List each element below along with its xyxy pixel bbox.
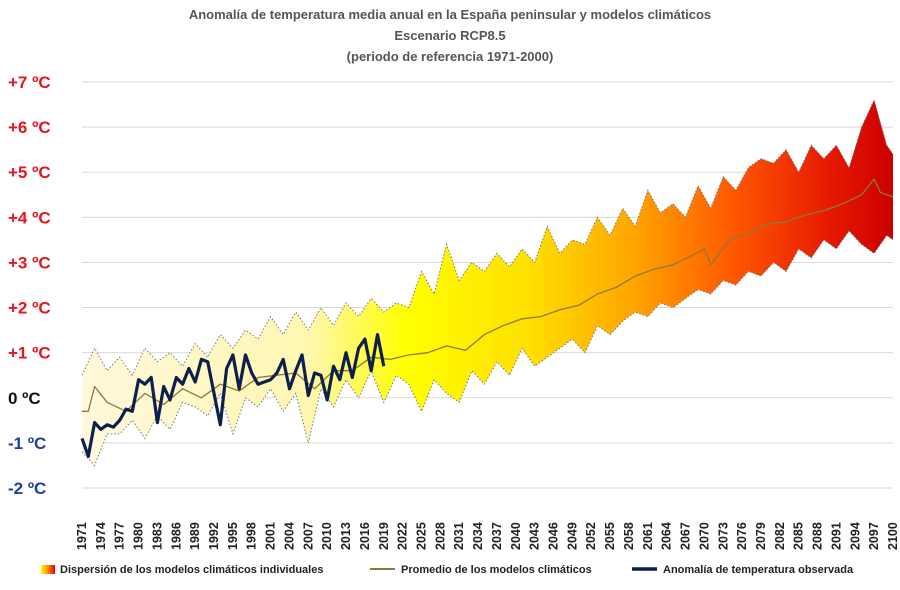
y-tick-label: -1 ºC	[8, 434, 46, 453]
observed-anomaly-line	[80, 333, 386, 458]
x-tick-label: 2046	[547, 522, 561, 550]
dispersion-area	[82, 100, 893, 466]
title-line-2: Escenario RCP8.5	[394, 28, 505, 43]
x-tick-label: 2004	[282, 522, 296, 550]
x-tick-label: 2019	[377, 522, 391, 550]
y-tick-label: -2 ºC	[8, 479, 46, 498]
x-tick-label: 2079	[754, 522, 768, 550]
x-tick-label: 2043	[528, 522, 542, 550]
y-tick-label: +7 ºC	[8, 73, 51, 92]
series-layer	[80, 178, 894, 458]
x-tick-label: 1986	[169, 522, 183, 550]
y-tick-label: +2 ºC	[8, 299, 51, 318]
x-tick-label: 2076	[735, 522, 749, 550]
x-tick-label: 1998	[245, 522, 259, 550]
x-tick-label: 2091	[829, 522, 843, 550]
dispersion-lower-bound	[81, 230, 894, 467]
x-tick-label: 2022	[396, 522, 410, 550]
x-tick-label: 1992	[207, 522, 221, 550]
y-axis-ticks: +7 ºC +6 ºC +5 ºC +4 ºC +3 ºC +2 ºC +1 ºC 0 ºC -…	[8, 73, 51, 498]
x-tick-label: 2016	[358, 522, 372, 550]
x-tick-label: 2031	[452, 522, 466, 550]
x-tick-label: 2070	[697, 522, 711, 550]
x-tick-label: 1980	[132, 522, 146, 550]
y-tick-label: 0 ºC	[8, 389, 41, 408]
x-tick-label: 2013	[339, 522, 353, 550]
model-dispersion-envelope	[81, 98, 894, 467]
legend-label-dispersion: Dispersión de los modelos climáticos ind…	[60, 564, 323, 576]
y-tick-label: +4 ºC	[8, 208, 51, 227]
x-tick-label: 1995	[226, 522, 240, 550]
x-tick-label: 2037	[490, 522, 504, 550]
y-tick-label: +3 ºC	[8, 253, 51, 272]
dispersion-upper-bound	[81, 98, 894, 377]
x-tick-label: 1977	[113, 522, 127, 550]
x-tick-label: 2010	[320, 522, 334, 550]
x-tick-label: 2082	[773, 522, 787, 550]
x-tick-label: 2067	[679, 522, 693, 550]
x-tick-label: 2034	[471, 522, 485, 550]
x-tick-label: 2097	[867, 522, 881, 550]
x-tick-label: 1971	[75, 522, 89, 550]
x-tick-label: 1983	[150, 522, 164, 550]
x-tick-label: 1974	[94, 522, 108, 550]
x-tick-label: 2040	[509, 522, 523, 550]
x-tick-label: 2100	[886, 522, 900, 550]
model-mean-line	[82, 178, 894, 412]
legend-label-model-mean: Promedio de los modelos climáticos	[401, 564, 592, 576]
x-tick-label: 2058	[622, 522, 636, 550]
x-tick-label: 2028	[433, 522, 447, 550]
legend-label-observed: Anomalía de temperatura observada	[663, 564, 854, 576]
y-tick-label: +1 ºC	[8, 344, 51, 363]
x-tick-label: 2061	[641, 522, 655, 550]
x-tick-label: 2064	[660, 522, 674, 550]
x-tick-label: 2007	[301, 522, 315, 550]
title-line-1: Anomalía de temperatura media anual en l…	[189, 7, 711, 22]
x-tick-label: 1989	[188, 522, 202, 550]
x-tick-label: 2001	[264, 522, 278, 550]
x-tick-label: 2085	[792, 522, 806, 550]
x-tick-label: 2088	[811, 522, 825, 550]
y-tick-label: +6 ºC	[8, 118, 51, 137]
y-tick-label: +5 ºC	[8, 163, 51, 182]
legend: Dispersión de los modelos climáticos ind…	[41, 564, 854, 576]
x-axis-ticks: 1971 1974 1977 1980 1983 1986 1989 1992 1995 1998…	[75, 522, 900, 550]
x-tick-label: 2049	[565, 522, 579, 550]
x-tick-label: 2055	[603, 522, 617, 550]
chart-title: Anomalía de temperatura media anual en l…	[189, 7, 711, 64]
x-tick-label: 2094	[848, 522, 862, 550]
x-tick-label: 2025	[414, 522, 428, 550]
legend-swatch-dispersion	[41, 565, 55, 574]
x-tick-label: 2052	[584, 522, 598, 550]
title-line-3: (periodo de referencia 1971-2000)	[347, 49, 554, 64]
x-tick-label: 2073	[716, 522, 730, 550]
